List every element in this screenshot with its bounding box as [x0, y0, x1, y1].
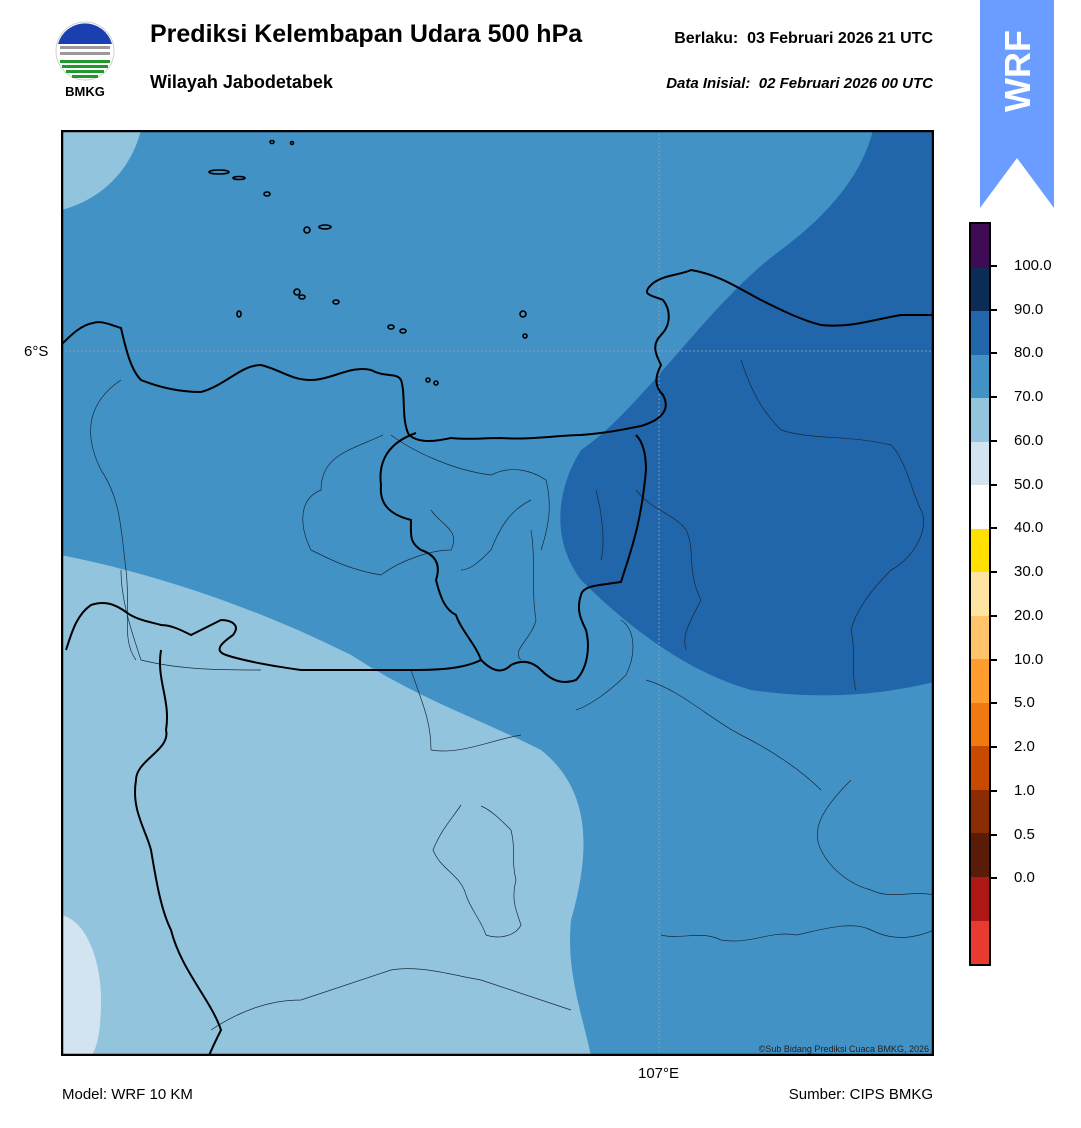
colorbar-tick-mark [989, 658, 997, 661]
colorbar-tick-mark [989, 308, 997, 311]
colorbar-tick-mark [989, 746, 997, 749]
colorbar-tick-label: 20.0 [1014, 606, 1044, 624]
init-time: Data Inisial: 02 Februari 2026 00 UTC [666, 75, 933, 92]
colorbar-tick-label: 70.0 [1014, 388, 1044, 406]
regency-borders [90, 359, 934, 1031]
valid-label: Berlaku: [674, 30, 739, 47]
colorbar-tick-label: 50.0 [1014, 475, 1044, 493]
colorbar-tick-mark [989, 527, 997, 530]
colorbar-tick-label: 5.0 [1014, 694, 1035, 712]
colorbar-segment [971, 702, 989, 747]
valid-value: 03 Februari 2026 21 UTC [747, 30, 933, 47]
colorbar-tick-label: 0.5 [1014, 825, 1035, 843]
colorbar-tick-mark [989, 396, 997, 399]
colorbar-segment [971, 920, 989, 965]
colorbar-tick-mark [989, 439, 997, 442]
zone-80-90 [560, 130, 934, 696]
colorbar-segment [971, 354, 989, 399]
valid-time: Berlaku: 03 Februari 2026 21 UTC [674, 30, 933, 48]
humidity-map: ©Sub Bidang Prediksi Cuaca BMKG, 2026 [61, 130, 934, 1056]
colorbar-segment [971, 485, 989, 529]
colorbar-tick-mark [989, 833, 997, 836]
zone-60-70-south [61, 555, 591, 1056]
colorbar-tick-mark [989, 571, 997, 574]
colorbar-tick-label: 2.0 [1014, 738, 1035, 756]
map-subtitle: Wilayah Jabodetabek [150, 72, 333, 92]
colorbar-tick-mark [989, 789, 997, 792]
province-border-west [65, 432, 483, 671]
colorbar-segment [971, 267, 989, 312]
colorbar-tick-mark [989, 877, 997, 880]
colorbar-tick-mark [989, 614, 997, 617]
colorbar-tick-label: 0.0 [1014, 869, 1035, 887]
colorbar-tick-label: 60.0 [1014, 431, 1044, 449]
colorbar-segment [971, 659, 989, 703]
colorbar-segment [971, 398, 989, 442]
longitude-label: 107°E [638, 1065, 680, 1082]
colorbar-tick-label: 1.0 [1014, 781, 1035, 799]
colorbar-tick-label: 90.0 [1014, 300, 1044, 318]
colorbar [969, 222, 991, 966]
model-label: Model: WRF 10 KM [62, 1086, 193, 1103]
map-credit: ©Sub Bidang Prediksi Cuaca BMKG, 2026 [759, 1044, 929, 1054]
islands [208, 139, 528, 386]
wrf-badge: WRF [980, 0, 1054, 208]
source-label: Sumber: CIPS BMKG [788, 1086, 933, 1103]
colorbar-segment [971, 224, 989, 268]
map-frame [61, 130, 934, 1056]
colorbar-segment [971, 789, 989, 834]
colorbar-tick-mark [989, 352, 997, 355]
colorbar-segment [971, 311, 989, 355]
zone-50-60 [61, 915, 101, 1056]
colorbar-segment [971, 746, 989, 790]
zone-60-70-top-left [61, 130, 141, 210]
colorbar-tick-mark [989, 264, 997, 267]
colorbar-segment [971, 833, 989, 877]
map-title: Prediksi Kelembapan Udara 500 hPa [150, 20, 583, 48]
wrf-badge-text: WRF [997, 30, 1038, 112]
colorbar-segment [971, 876, 989, 921]
colorbar-tick-label: 40.0 [1014, 519, 1044, 537]
colorbar-tick-label: 30.0 [1014, 563, 1044, 581]
province-border-jakarta [480, 434, 648, 683]
coastline [61, 268, 934, 442]
colorbar-segment [971, 615, 989, 660]
init-value: 02 Februari 2026 00 UTC [758, 75, 933, 92]
init-label: Data Inisial: [666, 75, 751, 92]
colorbar-tick-label: 80.0 [1014, 344, 1044, 362]
colorbar-tick-mark [989, 702, 997, 705]
logo-text: BMKG [65, 84, 105, 99]
colorbar-segment [971, 441, 989, 486]
latitude-label: 6°S [24, 343, 49, 360]
province-border-south [134, 649, 223, 1056]
bmkg-logo [55, 21, 115, 81]
colorbar-tick-label: 100.0 [1014, 256, 1052, 274]
colorbar-segment [971, 528, 989, 573]
colorbar-segment [971, 572, 989, 616]
colorbar-tick-label: 10.0 [1014, 650, 1044, 668]
colorbar-tick-mark [989, 483, 997, 486]
